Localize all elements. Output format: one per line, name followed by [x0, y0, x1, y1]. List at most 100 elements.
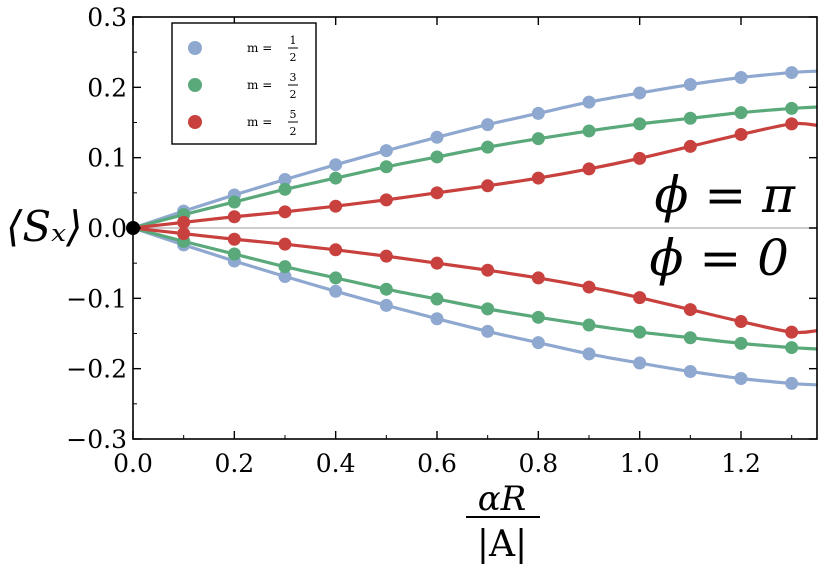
data-point — [329, 171, 343, 185]
data-point — [278, 205, 292, 219]
data-point — [734, 372, 748, 386]
y-tick-label: −0.2 — [66, 355, 127, 384]
data-point — [481, 324, 495, 338]
data-point — [278, 182, 292, 196]
data-point — [379, 160, 393, 174]
data-point — [633, 117, 647, 131]
x-axis-label-denominator: |A| — [477, 524, 527, 564]
data-point — [227, 210, 241, 224]
data-point — [227, 232, 241, 246]
data-point — [633, 325, 647, 339]
data-point — [582, 280, 596, 294]
data-point — [531, 106, 545, 120]
data-point — [785, 66, 799, 80]
data-point — [430, 150, 444, 164]
data-point — [582, 95, 596, 109]
x-tick-label: 0.6 — [417, 449, 457, 478]
data-point — [329, 199, 343, 213]
legend-label: m = — [247, 115, 272, 129]
data-point — [683, 331, 697, 345]
x-tick-label: 0.4 — [316, 449, 356, 478]
data-point — [379, 193, 393, 207]
data-point — [531, 132, 545, 146]
data-point — [683, 111, 697, 125]
data-point — [582, 318, 596, 332]
data-point — [531, 171, 545, 185]
data-point — [278, 237, 292, 251]
x-tick-label: 1.2 — [721, 449, 761, 478]
y-tick-label: 0.0 — [87, 214, 127, 243]
data-point — [734, 315, 748, 329]
x-axis-label-numerator: αR — [478, 479, 527, 519]
data-point — [481, 302, 495, 316]
data-point — [177, 227, 191, 241]
data-point — [227, 247, 241, 261]
data-point — [379, 298, 393, 312]
data-point — [683, 139, 697, 153]
data-point — [379, 249, 393, 263]
data-point — [633, 86, 647, 100]
x-tick-label: 0.8 — [518, 449, 558, 478]
legend-numerator: 5 — [290, 108, 297, 121]
data-point — [785, 101, 799, 115]
data-point — [734, 336, 748, 350]
data-point — [633, 291, 647, 305]
legend-marker — [188, 41, 202, 55]
y-tick-label: −0.1 — [66, 284, 127, 313]
x-tick-label: 1.0 — [620, 449, 660, 478]
y-tick-label: −0.3 — [66, 425, 127, 454]
data-point — [785, 341, 799, 355]
legend-denominator: 2 — [290, 125, 297, 138]
data-point — [582, 347, 596, 361]
data-point — [785, 325, 799, 339]
legend-marker — [188, 78, 202, 92]
legend-denominator: 2 — [290, 88, 297, 101]
data-point — [481, 179, 495, 193]
data-point — [278, 260, 292, 274]
x-tick-label: 0.2 — [214, 449, 254, 478]
plot-area — [126, 66, 817, 390]
data-point — [531, 310, 545, 324]
data-point — [430, 130, 444, 144]
data-point — [683, 364, 697, 378]
data-point — [329, 284, 343, 298]
data-point — [430, 312, 444, 326]
data-point — [329, 243, 343, 257]
data-point — [177, 215, 191, 229]
y-tick-label: 0.2 — [87, 73, 127, 102]
data-point — [278, 270, 292, 284]
data-point — [379, 144, 393, 158]
annotation-phi-zero: ϕ = 0 — [649, 229, 789, 287]
data-point — [430, 256, 444, 270]
legend-marker — [188, 115, 202, 129]
data-point — [531, 271, 545, 285]
data-point — [379, 282, 393, 296]
data-point — [329, 158, 343, 172]
data-point — [329, 271, 343, 285]
legend-label: m = — [247, 78, 272, 92]
legend-numerator: 1 — [290, 34, 297, 47]
data-point — [481, 118, 495, 132]
data-point — [785, 117, 799, 131]
data-point — [785, 376, 799, 390]
data-point — [227, 195, 241, 209]
data-point — [633, 356, 647, 370]
data-point — [683, 78, 697, 92]
data-point — [734, 70, 748, 84]
legend-label: m = — [247, 41, 272, 55]
data-point — [481, 263, 495, 277]
data-point — [582, 124, 596, 138]
y-axis-label: ⟨Sₓ⟩ — [6, 202, 82, 251]
plot-clip-group — [133, 66, 817, 390]
data-point — [278, 172, 292, 186]
data-point — [531, 336, 545, 350]
data-point — [430, 292, 444, 306]
y-tick-label: 0.1 — [87, 144, 127, 173]
legend: m = 1 2 m = 3 2 m = 5 2 — [171, 22, 317, 145]
data-point — [481, 140, 495, 154]
legend-numerator: 3 — [290, 71, 297, 84]
data-point — [430, 186, 444, 200]
data-point — [734, 106, 748, 120]
data-point — [683, 303, 697, 317]
